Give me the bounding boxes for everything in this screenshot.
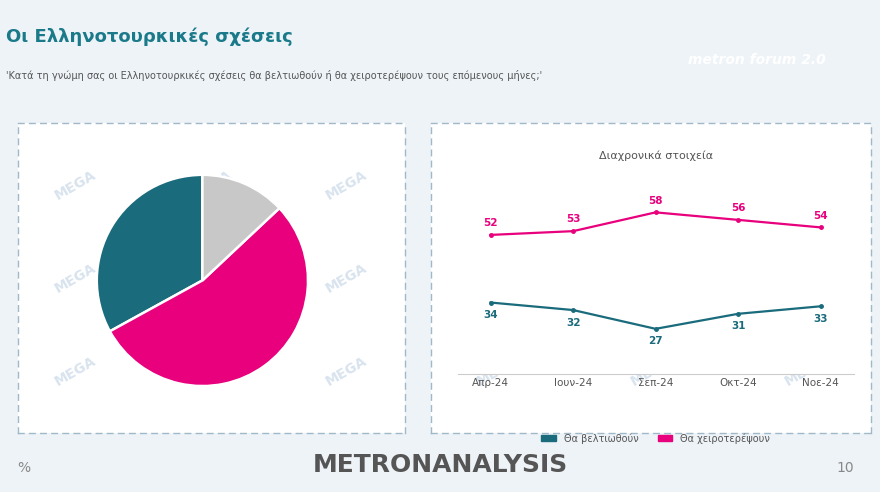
Text: MEGA: MEGA [324, 261, 370, 295]
Text: 58: 58 [649, 196, 663, 206]
Title: Διαχρονικά στοιχεία: Διαχρονικά στοιχεία [598, 151, 713, 161]
Text: MEGA: MEGA [474, 261, 520, 295]
Text: 34: 34 [483, 310, 498, 320]
Text: MEGA: MEGA [782, 261, 828, 295]
Text: MEGA: MEGA [53, 168, 99, 202]
Text: MEGA: MEGA [324, 168, 370, 202]
Text: 'Κατά τη γνώμη σας οι Ελληνοτουρκικές σχέσεις θα βελτιωθούν ή θα χειροτερέψουν τ: 'Κατά τη γνώμη σας οι Ελληνοτουρκικές σχ… [6, 70, 542, 81]
Text: Οι Ελληνοτουρκικές σχέσεις: Οι Ελληνοτουρκικές σχέσεις [6, 27, 293, 46]
Text: %: % [18, 461, 31, 475]
Text: MEGA: MEGA [628, 261, 674, 295]
Text: MEGA: MEGA [188, 168, 234, 202]
Legend: Θα βελτιωθούν, Θα χειροτερέψουν: Θα βελτιωθούν, Θα χειροτερέψουν [538, 430, 774, 448]
Text: 53: 53 [566, 215, 580, 224]
Text: 31: 31 [731, 321, 745, 331]
Wedge shape [110, 208, 308, 386]
Text: MEGA: MEGA [474, 354, 520, 388]
Text: MEGA: MEGA [324, 354, 370, 388]
Text: MEGA: MEGA [188, 261, 234, 295]
Text: 27: 27 [649, 337, 663, 346]
Text: MEGA: MEGA [53, 261, 99, 295]
Text: metron forum 2.0: metron forum 2.0 [688, 53, 825, 66]
Text: MEGA: MEGA [474, 168, 520, 202]
Text: MEGA: MEGA [782, 168, 828, 202]
Text: MEGA: MEGA [782, 354, 828, 388]
Text: MEGA: MEGA [188, 354, 234, 388]
Wedge shape [202, 175, 279, 280]
Text: 32: 32 [566, 317, 580, 328]
Text: MEGA: MEGA [628, 168, 674, 202]
Text: 54: 54 [813, 211, 828, 220]
Text: 33: 33 [813, 314, 828, 324]
Text: METRONANALYSIS: METRONANALYSIS [312, 453, 568, 477]
Text: 52: 52 [483, 218, 498, 228]
Text: 56: 56 [731, 203, 745, 213]
Text: 10: 10 [836, 461, 854, 475]
Text: MEGA: MEGA [53, 354, 99, 388]
Text: MEGA: MEGA [628, 354, 674, 388]
Wedge shape [97, 175, 202, 331]
